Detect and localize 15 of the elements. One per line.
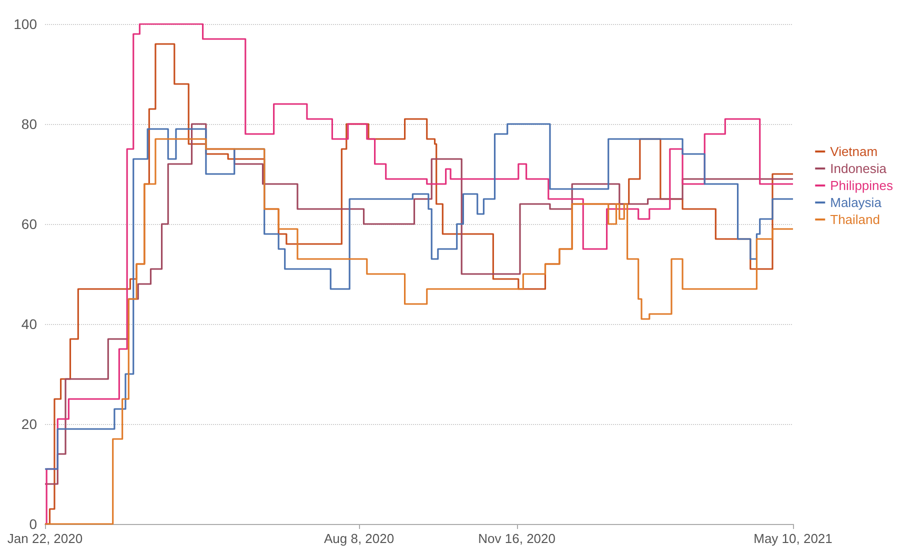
- y-tick-label: 80: [21, 116, 38, 132]
- legend-label: Vietnam: [830, 144, 878, 159]
- x-tick-label: Aug 8, 2020: [324, 531, 394, 546]
- legend-label: Philippines: [830, 178, 894, 193]
- legend-label: Indonesia: [830, 161, 888, 176]
- y-tick-label: 40: [21, 316, 38, 332]
- x-tick-label: May 10, 2021: [754, 531, 832, 546]
- legend-label: Malaysia: [830, 195, 882, 210]
- x-tick-label: Jan 22, 2020: [7, 531, 83, 546]
- x-tick-label: Nov 16, 2020: [478, 531, 556, 546]
- y-tick-label: 20: [21, 416, 38, 432]
- y-tick-label: 100: [14, 16, 38, 32]
- y-tick-label: 0: [29, 516, 38, 532]
- y-tick-label: 60: [21, 216, 38, 232]
- legend-label: Thailand: [830, 212, 880, 227]
